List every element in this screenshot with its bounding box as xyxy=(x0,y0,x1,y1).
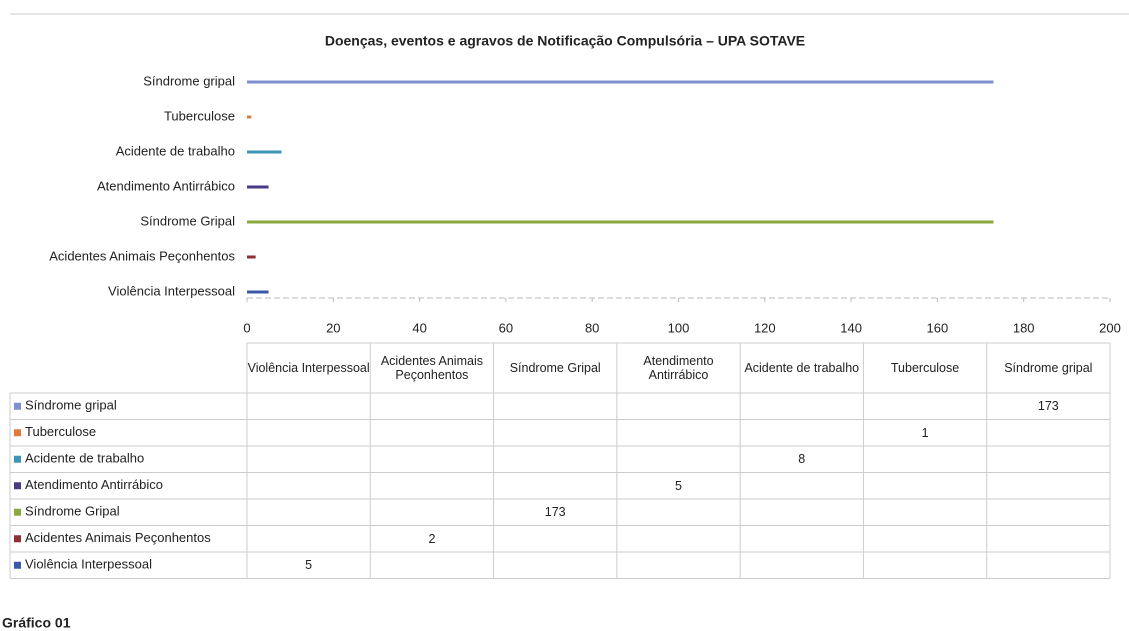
table-value: 5 xyxy=(305,558,313,573)
bar xyxy=(247,185,269,189)
x-tick-label: 100 xyxy=(668,320,690,335)
table-header: Síndrome gripal xyxy=(1004,360,1093,375)
table-value: 173 xyxy=(544,505,566,520)
caption: Gráfico 01 xyxy=(2,615,71,631)
y-tick-label: Acidentes Animais Peçonhentos xyxy=(49,248,235,263)
table-header: Acidente de trabalho xyxy=(744,360,860,375)
table-header: Violência Interpessoal xyxy=(247,360,370,375)
table-value: 2 xyxy=(428,531,436,546)
table-header: Tuberculose xyxy=(890,360,960,375)
legend-key xyxy=(14,535,21,543)
table-header: Atendimento Antirrábico xyxy=(643,353,714,382)
table-value: 5 xyxy=(675,478,682,493)
table-value: 5 xyxy=(305,558,313,573)
y-tick-label: Síndrome gripal xyxy=(143,73,235,88)
table-header: Violência Interpessoal xyxy=(247,360,370,375)
table-value: 2 xyxy=(428,531,436,546)
table-value: 173 xyxy=(544,505,566,520)
y-tick-label: Síndrome Gripal xyxy=(140,213,235,228)
table-header: Acidente de trabalho xyxy=(744,360,860,375)
y-tick-label: Violência Interpessoal xyxy=(108,283,235,298)
chart-title: Doenças, eventos e agravos de Notificaçã… xyxy=(325,33,805,49)
table-header: Acidentes Animais Peçonhentos xyxy=(380,353,483,382)
x-tick-label: 40 xyxy=(412,320,426,335)
table-header: Síndrome Gripal xyxy=(509,360,601,375)
legend-label: Atendimento Antirrábico xyxy=(25,477,163,492)
x-tick-label: 0 xyxy=(243,320,250,335)
legend-label: Acidentes Animais Peçonhentos xyxy=(25,530,211,545)
table-header: Síndrome Gripal xyxy=(509,360,601,375)
x-tick-label: 80 xyxy=(585,320,599,335)
table-header: Tuberculose xyxy=(890,360,960,375)
legend-key xyxy=(14,455,21,463)
legend-key xyxy=(14,482,21,490)
table-value: 1 xyxy=(921,425,929,440)
bar xyxy=(247,80,994,84)
legend-label: Violência Interpessoal xyxy=(25,557,152,572)
bar xyxy=(247,220,994,224)
x-tick-label: 140 xyxy=(840,320,862,335)
table-header: Acidentes Animais Peçonhentos xyxy=(380,353,483,382)
legend-key xyxy=(14,429,21,437)
x-tick-label: 20 xyxy=(326,320,340,335)
legend-key xyxy=(14,402,21,410)
x-tick-label: 180 xyxy=(1013,320,1035,335)
table-value: 173 xyxy=(1037,399,1059,414)
bar xyxy=(247,115,252,119)
table-value: 5 xyxy=(675,478,682,493)
table-value: 8 xyxy=(798,452,806,467)
legend-label: Acidente de trabalho xyxy=(25,451,144,466)
table-value: 8 xyxy=(798,452,806,467)
legend-label: Síndrome gripal xyxy=(25,398,117,413)
x-tick-label: 160 xyxy=(927,320,949,335)
table-value: 173 xyxy=(1037,399,1059,414)
x-tick-label: 60 xyxy=(499,320,513,335)
legend-key xyxy=(14,561,21,569)
y-tick-label: Atendimento Antirrábico xyxy=(97,178,235,193)
y-tick-label: Tuberculose xyxy=(164,108,235,123)
table-header: Síndrome gripal xyxy=(1004,360,1093,375)
bar xyxy=(247,255,256,259)
legend-label: Tuberculose xyxy=(25,424,96,439)
table-header: Atendimento Antirrábico xyxy=(643,353,714,382)
x-tick-label: 120 xyxy=(754,320,776,335)
legend-label: Síndrome Gripal xyxy=(25,504,120,519)
x-tick-label: 200 xyxy=(1099,320,1121,335)
legend-key xyxy=(14,508,21,516)
table-value: 1 xyxy=(921,425,929,440)
bar xyxy=(247,290,269,294)
bar xyxy=(247,150,282,154)
y-tick-label: Acidente de trabalho xyxy=(116,143,235,158)
